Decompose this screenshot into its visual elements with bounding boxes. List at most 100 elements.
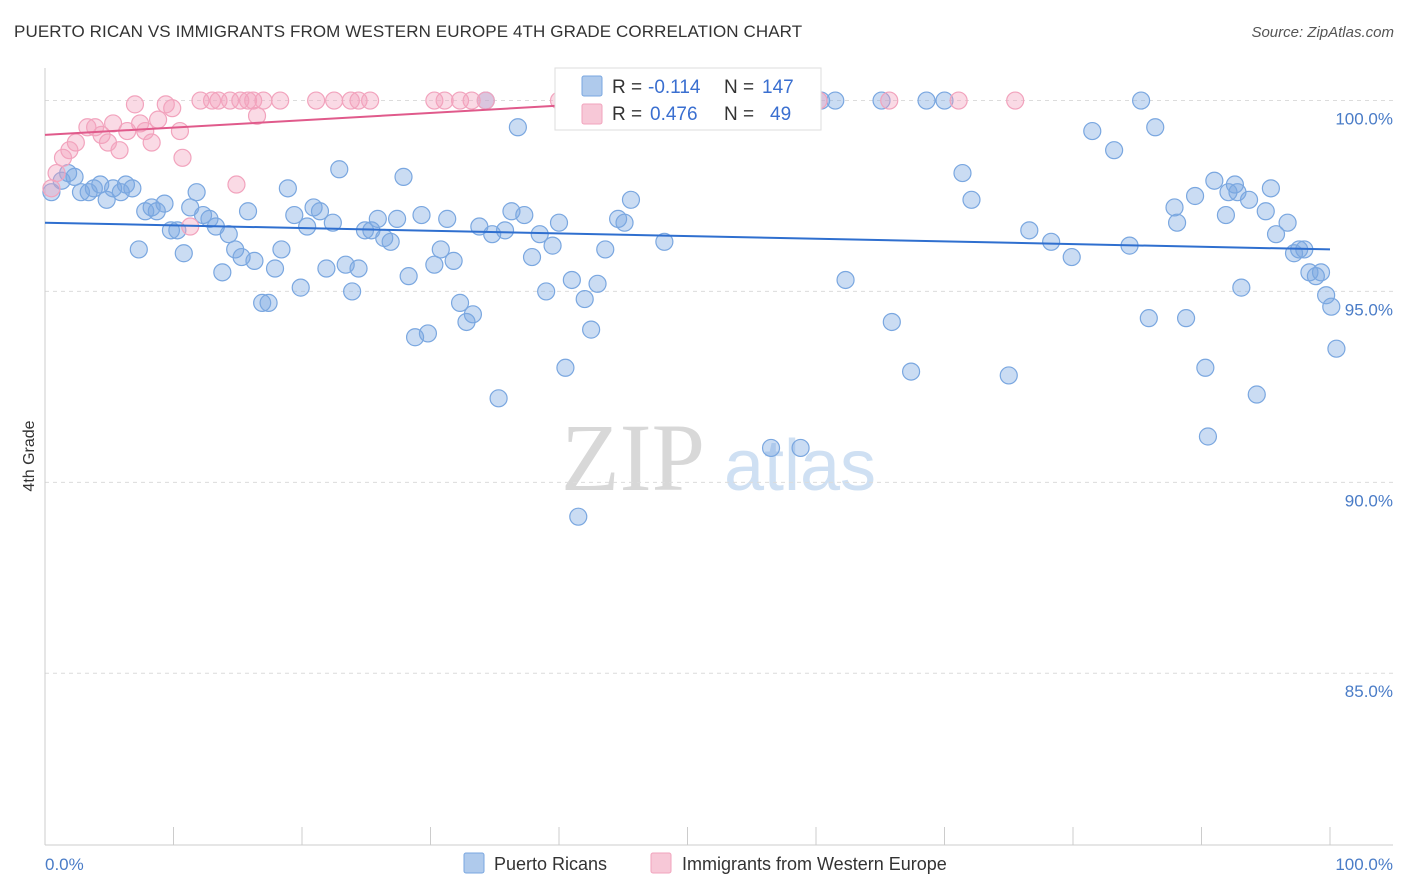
puerto-ricans-point-62: [444, 251, 463, 270]
western-europe-point-39: [435, 91, 454, 110]
puerto-ricans-point-41: [310, 202, 330, 221]
puerto-ricans-point-54: [394, 167, 413, 186]
puerto-ricans-point-42: [317, 259, 336, 278]
puerto-ricans-point-3: [65, 167, 84, 186]
puerto-ricans-point-61: [438, 209, 457, 228]
puerto-ricans-point-105: [962, 190, 981, 209]
western-europe-point-3: [60, 141, 79, 160]
puerto-ricans-point-59: [425, 255, 444, 274]
puerto-ricans-point-55: [399, 267, 418, 286]
trend-lines: [44, 99, 1331, 251]
puerto-ricans-point-89: [621, 190, 641, 209]
puerto-ricans-point-106: [999, 366, 1018, 385]
puerto-ricans-point-81: [569, 507, 588, 526]
puerto-ricans-point-72: [508, 118, 527, 137]
western-europe-point-46: [880, 91, 899, 110]
puerto-ricans-point-141: [1322, 297, 1341, 316]
puerto-ricans-point-98: [836, 270, 855, 290]
y-tick-label-0: 100.0%: [1335, 110, 1393, 129]
puerto-ricans-point-116: [1165, 198, 1184, 217]
puerto-ricans-point-99: [872, 91, 891, 110]
puerto-ricans-point-84: [588, 274, 607, 293]
puerto-ricans-point-17: [155, 194, 174, 213]
western-europe-point-32: [271, 91, 290, 110]
puerto-ricans-point-130: [1256, 202, 1275, 221]
puerto-ricans-point-20: [174, 244, 193, 263]
puerto-ricans-point-128: [1239, 190, 1259, 209]
puerto-ricans-point-76: [537, 282, 556, 301]
puerto-ricans-point-50: [368, 209, 387, 228]
puerto-ricans-point-64: [457, 312, 476, 332]
axes: [44, 68, 1393, 846]
western-europe-point-18: [163, 99, 182, 118]
puerto-ricans-point-38: [291, 278, 310, 297]
western-europe-point-16: [148, 110, 168, 129]
puerto-ricans-point-34: [265, 259, 285, 278]
puerto-ricans-point-65: [463, 305, 483, 324]
puerto-ricans-point-113: [1132, 91, 1151, 110]
western-europe-point-37: [361, 91, 380, 110]
puerto-ricans-point-129: [1247, 385, 1266, 404]
puerto-ricans-point-132: [1266, 225, 1286, 244]
puerto-ricans-point-119: [1185, 186, 1205, 206]
puerto-ricans-point-8: [97, 190, 116, 209]
western-europe-point-12: [125, 95, 145, 114]
legend-n-value-1: 147: [762, 77, 794, 98]
puerto-ricans-point-111: [1105, 141, 1124, 160]
legend-swatch-puerto-ricans: [581, 75, 603, 97]
y-tick-label-1: 95.0%: [1345, 300, 1393, 319]
puerto-ricans-point-73: [515, 205, 534, 225]
puerto-ricans-point-109: [1062, 247, 1081, 267]
western-europe-point-35: [341, 91, 360, 110]
x-tick-label-left: 0.0%: [45, 855, 84, 874]
western-europe-point-25: [220, 91, 240, 110]
legend-swatch-western-europe: [581, 103, 603, 125]
legend-n-label-1: N =: [724, 77, 754, 98]
y-tick-labels: 100.0% 95.0% 90.0% 85.0%: [1335, 110, 1393, 702]
legend-r-label-1: R =: [612, 77, 642, 98]
puerto-ricans-point-37: [285, 205, 304, 225]
puerto-ricans-point-12: [123, 179, 142, 198]
puerto-ricans-point-82: [575, 289, 594, 309]
puerto-ricans-point-26: [213, 263, 232, 282]
puerto-ricans-point-122: [1205, 171, 1224, 190]
western-europe-point-2: [53, 148, 73, 167]
puerto-ricans-point-94: [761, 438, 781, 458]
legend-n-value-2: 49: [770, 104, 791, 125]
puerto-ricans-point-97: [826, 91, 845, 110]
legend-r-value-2: 0.476: [650, 104, 698, 125]
puerto-ricans-point-63: [450, 293, 470, 312]
source-label: Source: ZipAtlas.com: [1251, 24, 1394, 41]
puerto-ricans-point-120: [1196, 358, 1215, 377]
bottom-legend-swatch-western-europe: [650, 852, 672, 874]
puerto-ricans-point-58: [418, 324, 438, 343]
puerto-ricans-point-142: [1327, 339, 1346, 358]
legend-r-value-1: -0.114: [648, 77, 701, 98]
puerto-ricans-point-57: [412, 205, 431, 225]
bottom-legend-swatch-puerto-ricans: [463, 852, 485, 874]
puerto-ricans-point-110: [1083, 121, 1102, 141]
gridlines: [45, 100, 1393, 674]
puerto-ricans-point-103: [935, 91, 954, 110]
puerto-ricans-point-95: [791, 438, 810, 458]
puerto-ricans-point-88: [615, 213, 634, 232]
puerto-ricans-point-22: [187, 183, 206, 202]
puerto-ricans-point-70: [495, 221, 515, 240]
watermark-zip: ZIP: [561, 404, 705, 511]
puerto-ricans-point-101: [901, 362, 921, 381]
puerto-ricans-point-69: [489, 389, 508, 408]
western-europe-point-23: [202, 91, 222, 110]
western-europe-point-48: [1006, 91, 1025, 110]
western-europe-point-4: [66, 133, 85, 152]
legend-r-label-2: R =: [612, 104, 642, 125]
puerto-ricans-point-16: [147, 202, 166, 221]
puerto-ricans-point-46: [343, 282, 362, 301]
bottom-legend: Puerto Ricans Immigrants from Western Eu…: [463, 852, 947, 874]
puerto-ricans-point-77: [543, 236, 562, 255]
puerto-ricans-point-36: [278, 179, 297, 198]
puerto-ricans-point-139: [1311, 263, 1331, 282]
western-europe-point-42: [476, 91, 495, 110]
western-europe-point-41: [462, 91, 481, 110]
bottom-legend-label-western-europe: Immigrants from Western Europe: [682, 854, 947, 874]
